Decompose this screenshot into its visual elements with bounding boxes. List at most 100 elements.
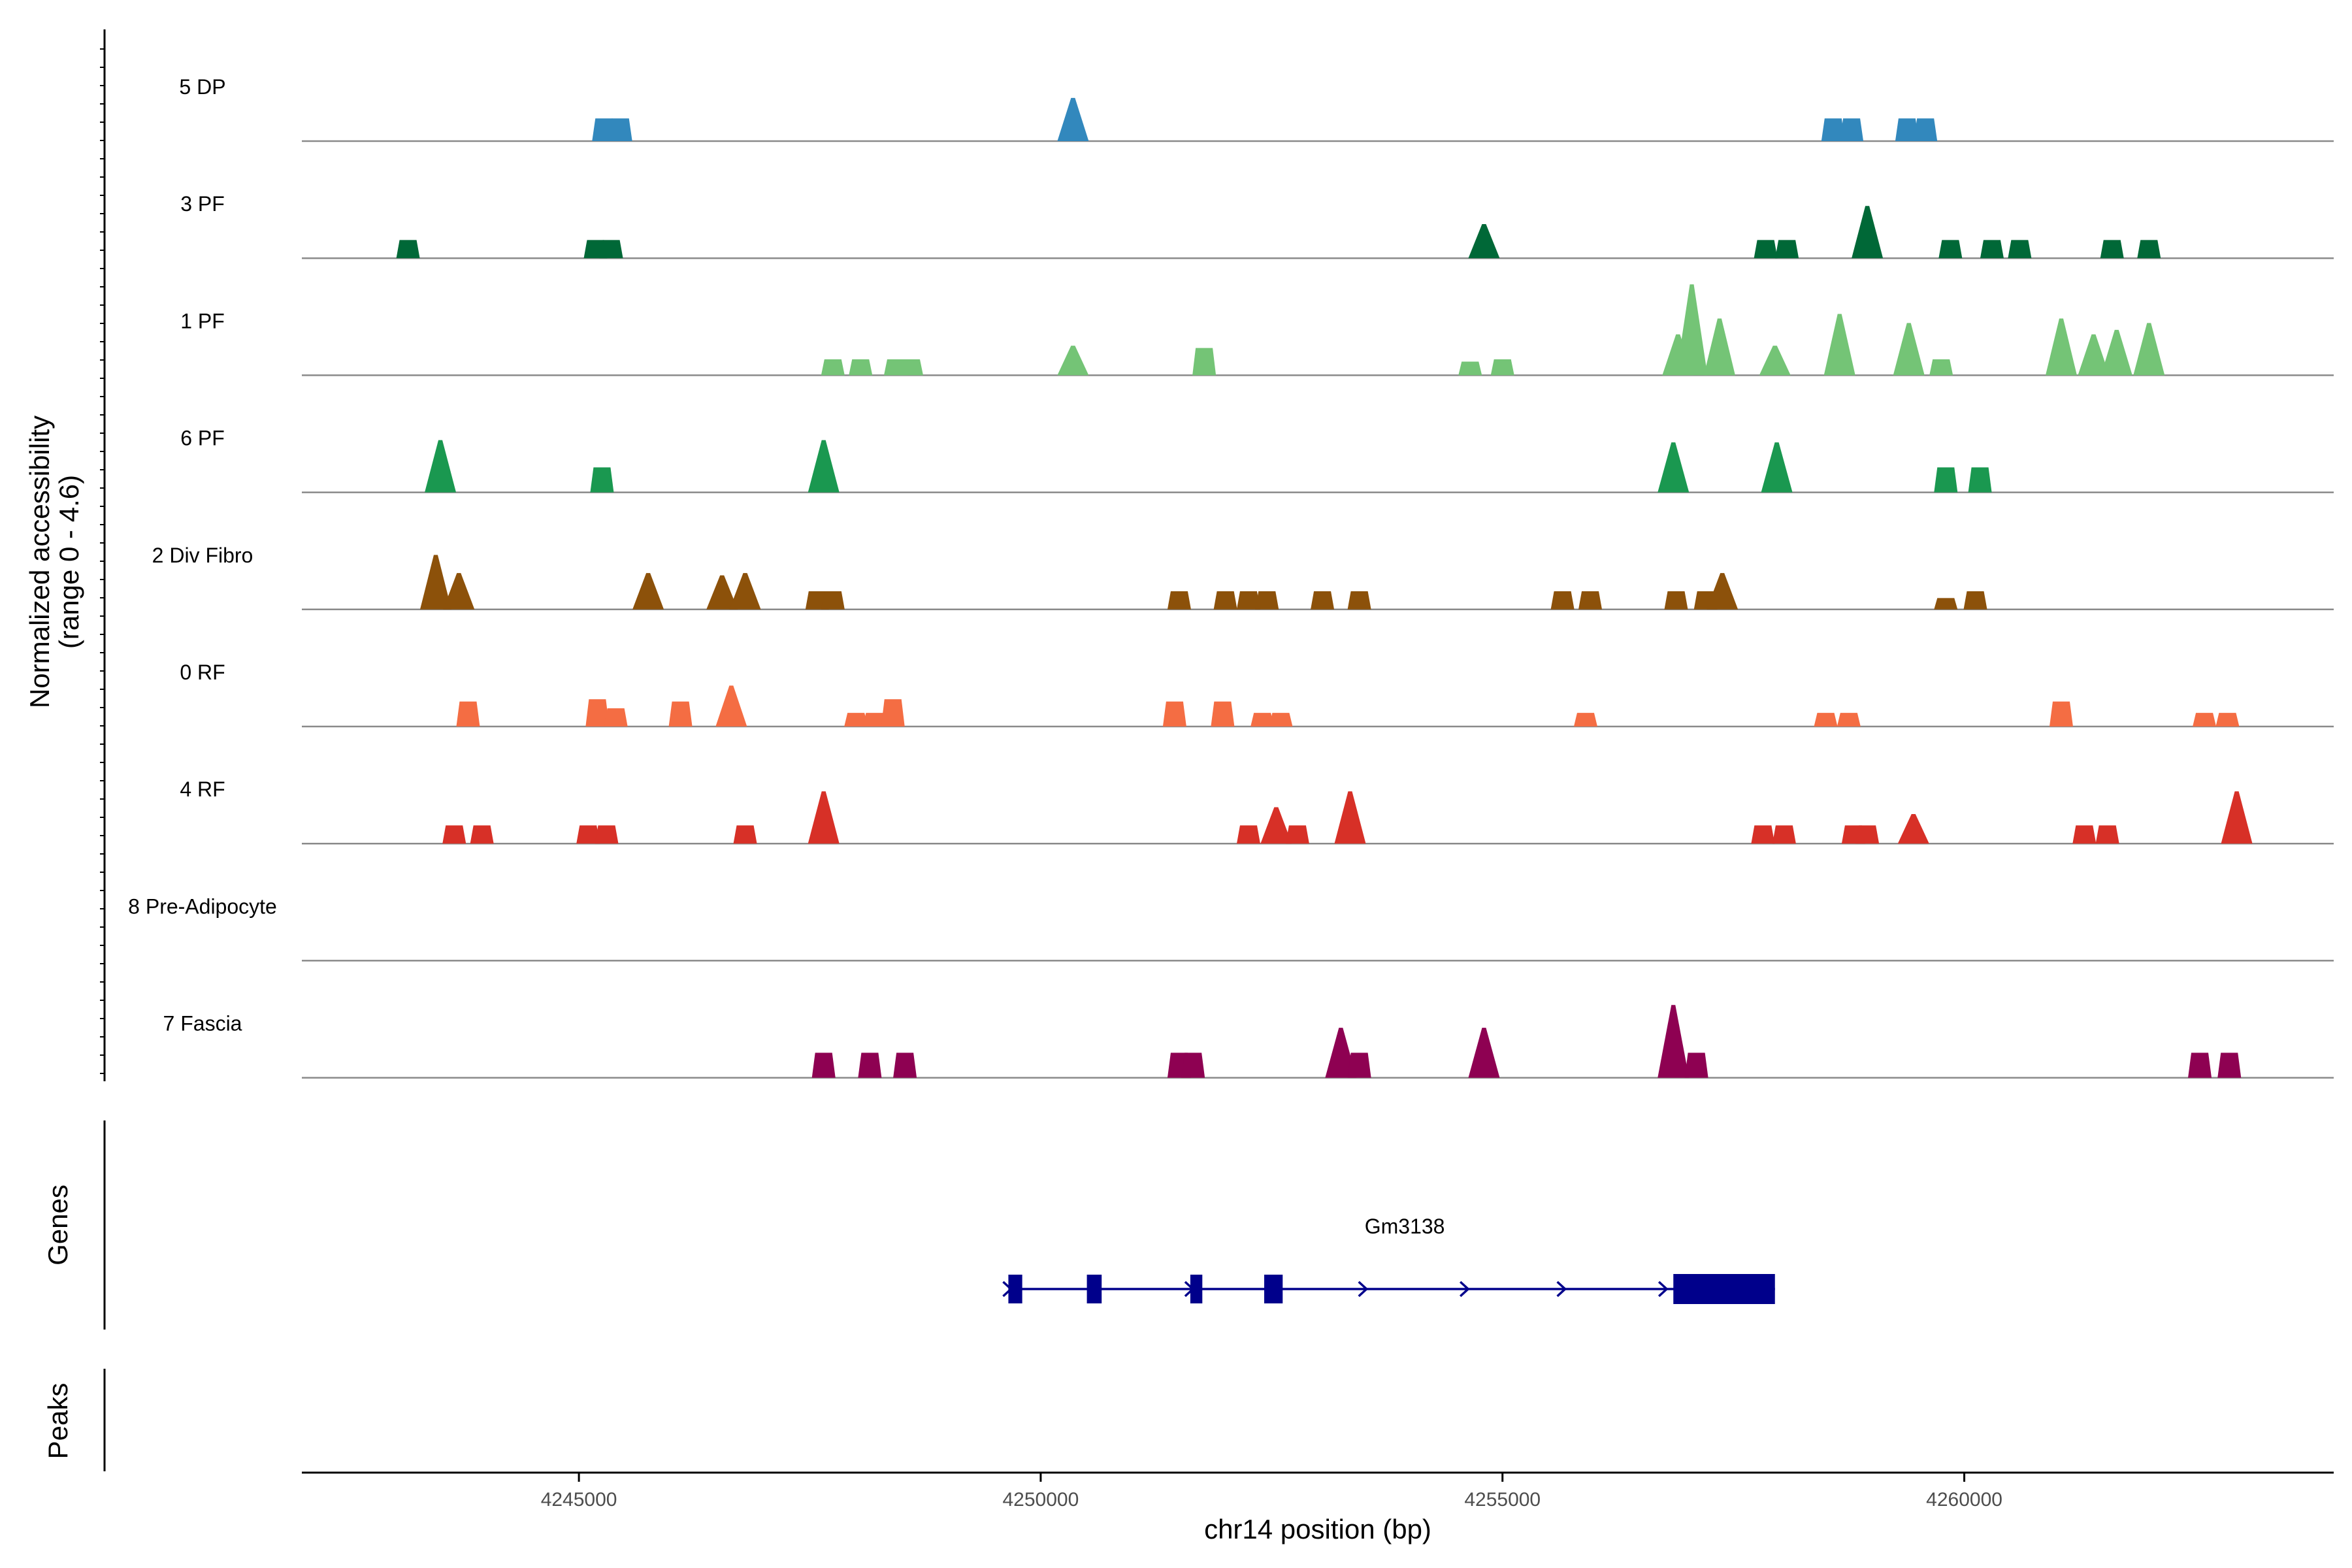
coverage-peak — [443, 573, 475, 610]
coverage-peak — [1236, 825, 1260, 844]
coverage-peak — [1468, 224, 1500, 259]
coverage-peak — [1840, 118, 1864, 141]
coverage-peak — [2008, 240, 2032, 259]
gene-name-label: Gm3138 — [1365, 1215, 1445, 1238]
coverage-peak — [470, 825, 494, 844]
coverage-peak — [808, 440, 840, 493]
coverage-peak — [608, 118, 632, 141]
coverage-peak — [893, 1053, 917, 1078]
coverage-peak — [715, 685, 747, 727]
track-7: 4 RF — [180, 777, 2334, 845]
coverage-peak — [1285, 825, 1309, 844]
coverage-peak — [1550, 591, 1575, 610]
coverage-peak — [1269, 713, 1293, 727]
coverage-peak — [1192, 348, 1217, 376]
x-axis-ticks: 4245000 4250000 4255000 4260000 — [541, 1473, 2002, 1511]
x-tick-label: 4245000 — [541, 1489, 617, 1511]
coverage-peak — [1821, 118, 1845, 141]
coverage-peak — [1325, 1028, 1357, 1078]
coverage-peak — [2049, 701, 2073, 727]
coverage-peak — [1181, 1053, 1205, 1078]
coverage-peak — [2215, 713, 2240, 727]
coverage-peak — [1684, 1053, 1708, 1078]
coverage-peak — [1211, 701, 1235, 727]
track-5: 2 Div Fibro — [152, 544, 2334, 611]
coverage-peak — [595, 825, 619, 844]
x-tick-label: 4250000 — [1003, 1489, 1079, 1511]
coverage-peak — [706, 575, 738, 610]
coverage-peak — [1897, 813, 1929, 844]
coverage-peak — [2217, 1053, 2242, 1078]
coverage-peak — [396, 240, 420, 259]
strand-arrow — [1556, 1281, 1567, 1298]
coverage-peak — [1703, 318, 1735, 376]
coverage-peak — [1814, 713, 1838, 727]
coverage-tracks: 5 DP 3 PF 1 PF 6 PF 2 Div Fibro 0 RF 4 RF 8 Pre… — [128, 75, 2334, 1079]
coverage-peak — [2100, 329, 2132, 376]
coverage-peak — [1934, 467, 1958, 493]
x-axis: 4245000 4250000 4255000 4260000 chr14 posit… — [302, 1471, 2334, 1544]
coverage-peak — [2078, 334, 2110, 376]
coverage-peak — [1236, 591, 1260, 610]
coverage-peak — [1980, 240, 2004, 259]
coverage-peak — [632, 573, 664, 610]
coverage-peak — [668, 701, 693, 727]
coverage-peak — [733, 825, 757, 844]
coverage-peak — [900, 359, 923, 376]
coverage-peak — [1311, 591, 1335, 610]
strand-arrow — [1358, 1281, 1369, 1298]
coverage-peak — [821, 591, 845, 610]
coverage-peak — [881, 699, 905, 727]
coverage-peak — [862, 713, 887, 727]
coverage-peak — [1914, 118, 1938, 141]
coverage-peak — [1934, 598, 1958, 610]
coverage-peak — [1658, 1005, 1690, 1078]
gene-exon — [1086, 1275, 1102, 1303]
coverage-peak — [1260, 807, 1292, 844]
peaks-title: Peaks — [42, 1383, 73, 1460]
coverage-peak — [844, 713, 868, 727]
coverage-peak — [811, 1053, 836, 1078]
strand-arrow — [1658, 1281, 1669, 1298]
coverage-peak — [1468, 1028, 1500, 1078]
genes-panel: Genes Gm3138 — [42, 1120, 1775, 1330]
track-6: 0 RF — [180, 661, 2334, 728]
track-2: 3 PF — [180, 192, 2334, 259]
coverage-peak — [419, 555, 451, 610]
coverage-peak — [858, 1053, 882, 1078]
coverage-peak — [2095, 825, 2119, 844]
coverage-peak — [1754, 240, 1778, 259]
gene-model: Gm3138 — [1002, 1215, 1775, 1304]
track-label: 0 RF — [180, 661, 225, 684]
coverage-peak — [2100, 240, 2124, 259]
coverage-peak — [1759, 346, 1791, 376]
coverage-peak — [821, 359, 845, 376]
coverage-peak — [1458, 361, 1482, 376]
track-9: 7 Fascia — [163, 1005, 2334, 1079]
coverage-peak — [1895, 118, 1919, 141]
coverage-peak — [1893, 323, 1925, 376]
track-3: 1 PF — [180, 284, 2334, 376]
track-1: 5 DP — [179, 75, 2334, 142]
y-axis-title-line2: (range 0 - 4.6) — [54, 475, 84, 649]
coverage-peak — [1775, 240, 1799, 259]
y-axis-title-line1: Normalized accessibility — [24, 416, 55, 708]
coverage-peak — [2045, 318, 2077, 376]
coverage-peak — [2133, 323, 2165, 376]
coverage-peak — [808, 791, 840, 844]
y-axis: Normalized accessibility (range 0 - 4.6) — [24, 29, 106, 1081]
coverage-peak — [456, 701, 480, 727]
coverage-peak — [1664, 591, 1688, 610]
coverage-peak — [2193, 713, 2217, 727]
track-8: 8 Pre-Adipocyte — [128, 894, 2334, 962]
track-label: 6 PF — [180, 427, 225, 450]
coverage-peak — [729, 573, 761, 610]
coverage-peak — [1658, 442, 1690, 493]
coverage-peak — [2221, 791, 2253, 844]
coverage-peak — [442, 825, 466, 844]
coverage-peak — [1334, 791, 1366, 844]
track-label: 3 PF — [180, 192, 225, 216]
track-label: 8 Pre-Adipocyte — [128, 894, 277, 918]
coverage-peak — [849, 359, 873, 376]
